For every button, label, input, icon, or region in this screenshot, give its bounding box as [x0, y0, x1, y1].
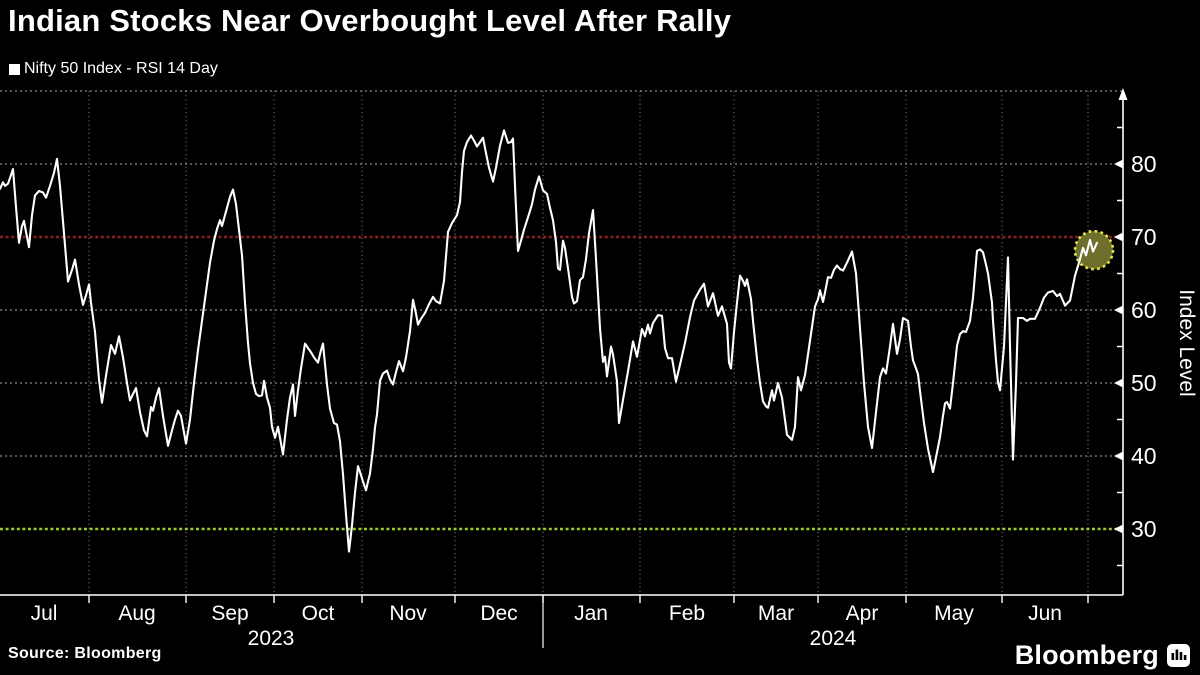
- month-label: Aug: [118, 602, 155, 625]
- y-major-tick: [1114, 159, 1123, 169]
- y-tick-label: 80: [1131, 151, 1157, 177]
- bar-chart-icon: [1167, 644, 1190, 667]
- month-label: Jan: [574, 602, 608, 625]
- month-label: Apr: [846, 602, 879, 625]
- source-note: Source: Bloomberg: [8, 645, 162, 662]
- month-label: Dec: [480, 602, 517, 625]
- y-tick-label: 40: [1131, 443, 1157, 469]
- y-major-tick: [1114, 378, 1123, 388]
- y-major-tick: [1114, 232, 1123, 242]
- y-major-tick: [1114, 524, 1123, 534]
- month-label: Oct: [302, 602, 335, 625]
- month-label: Mar: [758, 602, 794, 625]
- y-tick-label: 60: [1131, 297, 1157, 323]
- y-tick-label: 30: [1131, 516, 1157, 542]
- legend-swatch-icon: [9, 63, 20, 75]
- chart-title: Indian Stocks Near Overbought Level Afte…: [8, 3, 732, 38]
- month-label: Sep: [211, 602, 248, 625]
- month-label: Nov: [389, 602, 427, 625]
- y-tick-label: 70: [1131, 224, 1157, 250]
- year-label: 2023: [248, 627, 295, 650]
- y-axis-title: Index Level: [1175, 289, 1198, 396]
- bloomberg-logo: Bloomberg: [1015, 640, 1190, 671]
- year-label: 2024: [810, 627, 857, 650]
- bloomberg-wordmark: Bloomberg: [1014, 640, 1159, 670]
- rsi-series-line: [0, 129, 1099, 553]
- legend-label: Nifty 50 Index - RSI 14 Day: [24, 60, 218, 77]
- month-label: Feb: [669, 602, 705, 625]
- chart-legend: Nifty 50 Index - RSI 14 Day: [9, 60, 218, 78]
- month-label: May: [934, 602, 974, 625]
- y-axis-arrow: [1118, 88, 1128, 100]
- month-label: Jun: [1028, 602, 1062, 625]
- y-major-tick: [1114, 451, 1123, 461]
- y-major-tick: [1114, 305, 1123, 315]
- y-tick-label: 50: [1131, 370, 1157, 396]
- month-label: Jul: [31, 602, 58, 625]
